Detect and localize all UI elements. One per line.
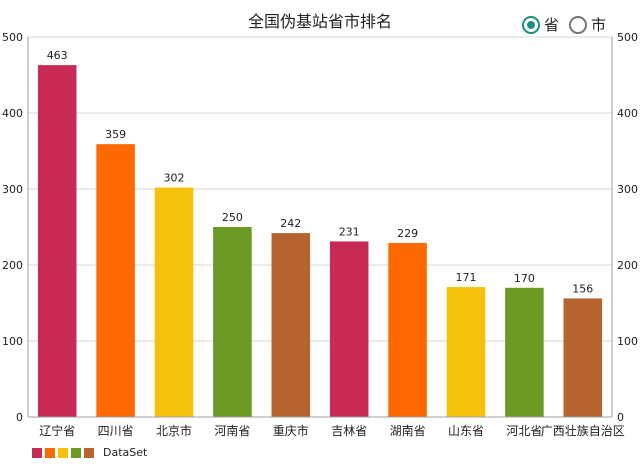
bar (96, 144, 135, 417)
bar (446, 287, 486, 417)
radio-city-circle[interactable] (569, 15, 588, 34)
bar (563, 298, 603, 417)
radio-province-label: 省 (544, 16, 560, 34)
legend-swatches (32, 447, 97, 458)
x-tick-label: 辽宁省 (39, 423, 75, 438)
radio-city-label: 市 (591, 16, 607, 34)
y-tick-label-left: 500 (2, 31, 23, 44)
radio-province[interactable]: 省 (522, 14, 559, 35)
legend-swatch (32, 447, 42, 458)
legend-swatch (71, 447, 81, 458)
x-tick-label: 广西壮族自治区 (541, 424, 625, 438)
bar (271, 233, 311, 417)
x-tick-label: 重庆市 (273, 423, 309, 438)
x-tick-label: 河北省 (506, 424, 542, 438)
y-tick-label-right: 400 (617, 107, 638, 120)
bar-value-label: 156 (572, 282, 593, 295)
y-tick-label-left: 0 (16, 411, 23, 424)
y-tick-label-left: 400 (2, 107, 23, 120)
legend-label: DataSet (103, 446, 148, 459)
bars: 463 359 302 250 242 231 229 171 170 156 (37, 49, 603, 418)
x-tick-label: 山东省 (448, 424, 484, 438)
y-tick-label-left: 300 (2, 183, 23, 196)
bar-value-label: 302 (164, 171, 185, 184)
legend-swatch (58, 447, 68, 458)
x-tick-label: 吉林省 (331, 424, 367, 438)
bar (37, 65, 77, 418)
bar (388, 242, 427, 417)
y-tick-label-right: 100 (617, 335, 638, 348)
y-axis-right: 0 100 200 300 400 500 (611, 31, 638, 424)
bar (154, 187, 194, 417)
bar (329, 241, 369, 417)
radio-province-circle[interactable] (522, 15, 540, 34)
chart-title: 全国伪基站省市排名 (247, 12, 392, 31)
bar-value-label: 171 (456, 271, 477, 284)
x-tick-label: 河南省 (214, 423, 250, 438)
y-tick-label-right: 300 (617, 183, 638, 196)
bar-value-label: 242 (280, 217, 301, 230)
x-tick-label: 北京市 (156, 423, 192, 438)
bar-value-label: 250 (222, 211, 243, 224)
y-tick-label-right: 0 (617, 411, 624, 424)
bar-value-label: 231 (339, 225, 360, 238)
y-tick-label-left: 100 (2, 335, 23, 348)
bar (505, 287, 544, 417)
legend: DataSet (32, 446, 147, 459)
legend-swatch (45, 447, 55, 458)
x-tick-label: 湖南省 (390, 423, 426, 438)
y-tick-label-left: 200 (2, 259, 23, 272)
province-city-toggle: 省 市 (522, 14, 616, 35)
bar-value-label: 463 (47, 49, 68, 62)
bar-value-label: 359 (105, 128, 126, 141)
y-tick-label-right: 200 (617, 259, 638, 272)
y-axis-left: 0 100 200 300 400 500 (2, 31, 29, 424)
x-tick-label: 四川省 (98, 424, 134, 438)
radio-city[interactable]: 市 (569, 14, 606, 35)
legend-swatch (84, 447, 94, 458)
y-tick-label-right: 500 (617, 31, 638, 44)
bar-value-label: 170 (514, 272, 535, 285)
bar-value-label: 229 (397, 227, 418, 240)
bar (213, 227, 252, 417)
